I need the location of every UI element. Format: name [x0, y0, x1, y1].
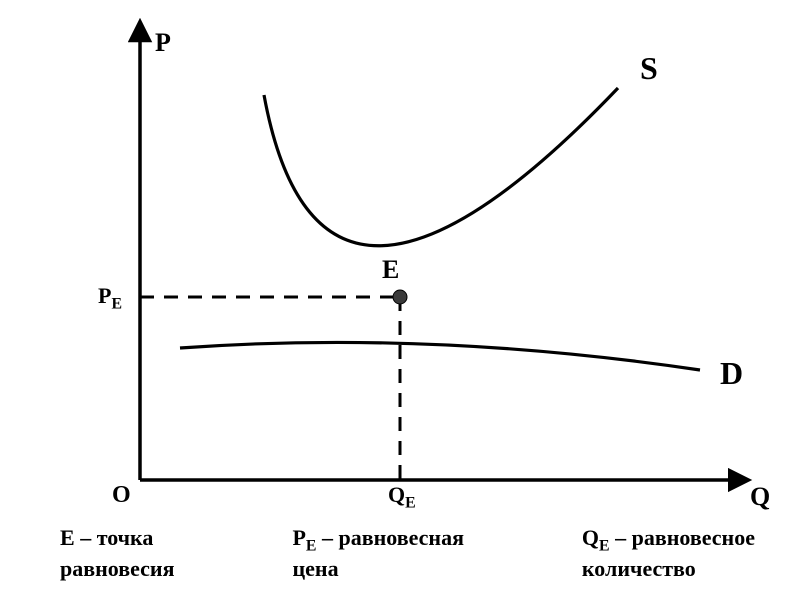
- tick-label-qe: QE: [388, 482, 416, 512]
- axis-label-p: P: [155, 28, 171, 58]
- legend-item-pe: PE – равновесная цена: [292, 525, 464, 582]
- legend: E – точка равновесия PE – равновесная це…: [60, 525, 755, 582]
- curve-label-d: D: [720, 355, 743, 392]
- point-label-e: E: [382, 255, 399, 285]
- tick-label-pe: PE: [98, 283, 122, 313]
- curve-label-s: S: [640, 50, 658, 87]
- origin-label: O: [112, 482, 131, 509]
- axis-label-q: Q: [750, 482, 770, 512]
- equilibrium-diagram: { "diagram": { "type": "economics-supply…: [0, 0, 795, 604]
- legend-item-qe: QE – равновесное количество: [582, 525, 755, 582]
- legend-item-e: E – точка равновесия: [60, 525, 175, 582]
